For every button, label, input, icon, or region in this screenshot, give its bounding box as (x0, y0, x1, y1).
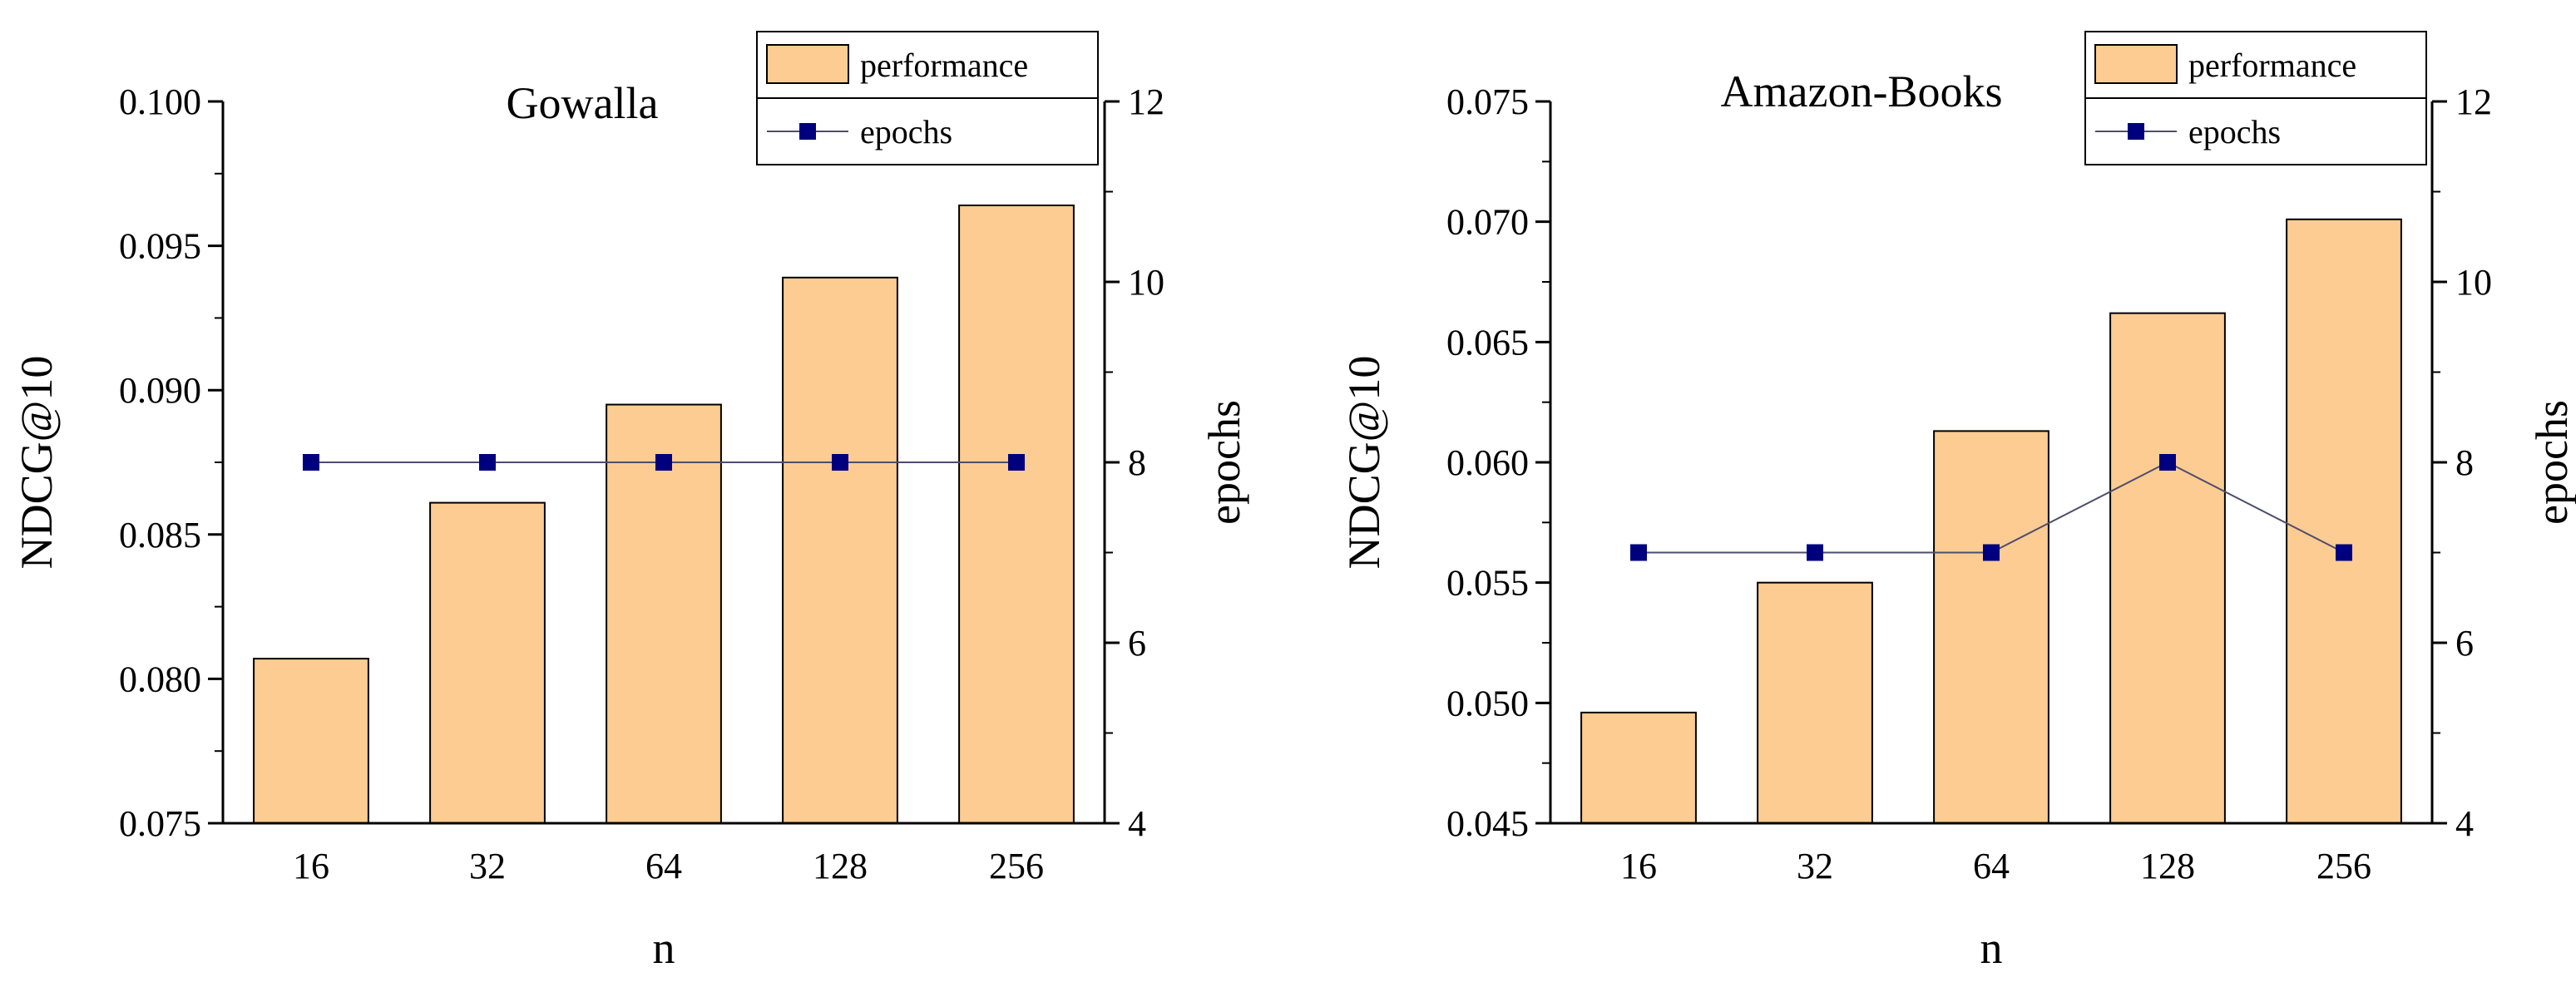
chart-title: Amazon-Books (1721, 67, 2003, 116)
marker-epochs-128 (2159, 454, 2176, 471)
legend-swatch-performance (766, 44, 849, 84)
bar-performance-128 (2109, 312, 2226, 824)
y-tick-label: 0.090 (119, 370, 201, 411)
y2-tick-label: 6 (2455, 623, 2474, 664)
chart-panel-2: 0.045 0.050 0.055 0.060 0.065 0.070 0.075 4 6 8 10… (1339, 31, 2576, 973)
y2-axis-label: epochs (1199, 400, 1249, 525)
y-axis-label: NDCG@10 (12, 356, 62, 570)
y-tick-label: 0.075 (119, 803, 201, 844)
marker-epochs-64 (655, 454, 672, 471)
y-tick-label: 0.050 (1446, 683, 1529, 723)
y-tick-label: 0.085 (119, 515, 201, 555)
legend-label-performance: performance (860, 47, 1028, 84)
bar-performance-32 (429, 501, 546, 824)
legend-label-epochs: epochs (2188, 113, 2281, 151)
x-tick-label: 64 (1973, 846, 2010, 886)
y2-tick-label: 10 (1128, 262, 1164, 303)
y-tick-label: 0.065 (1446, 322, 1529, 363)
bar-performance-64 (1933, 430, 2049, 824)
x-axis-label: n (653, 923, 675, 973)
y2-axis-label: epochs (2527, 400, 2576, 525)
y2-tick-label: 4 (1128, 803, 1146, 844)
bar-performance-32 (1757, 581, 1873, 825)
legend-swatch-epochs-marker (799, 123, 816, 140)
x-tick-label: 32 (469, 846, 506, 886)
x-tick-label: 256 (989, 846, 1044, 886)
y2-tick-label: 12 (1128, 81, 1164, 122)
y-tick-label: 0.060 (1446, 442, 1529, 483)
y-tick-label: 0.095 (119, 226, 201, 267)
legend: performance epochs (756, 31, 1099, 165)
marker-epochs-16 (303, 454, 319, 471)
chart-title: Gowalla (507, 78, 659, 128)
bar-performance-128 (782, 276, 898, 824)
y2-tick-label: 8 (1128, 442, 1146, 483)
marker-epochs-128 (832, 454, 848, 471)
bar-performance-16 (1580, 711, 1697, 825)
y2-tick-label: 10 (2455, 262, 2492, 303)
y-tick-label: 0.055 (1446, 563, 1529, 604)
x-tick-label: 128 (813, 846, 868, 886)
y2-tick-label: 8 (2455, 442, 2474, 483)
marker-epochs-64 (1983, 544, 2000, 561)
legend-label-epochs: epochs (860, 113, 952, 151)
y-tick-label: 0.075 (1446, 81, 1529, 122)
y-tick-label: 0.070 (1446, 202, 1529, 243)
y2-tick-label: 6 (1128, 623, 1146, 664)
bar-performance-256 (2286, 218, 2402, 825)
y2-tick-label: 4 (2455, 803, 2474, 844)
marker-epochs-32 (1807, 544, 1823, 561)
x-tick-label: 128 (2140, 846, 2195, 886)
marker-epochs-32 (479, 454, 496, 471)
x-tick-label: 16 (293, 846, 329, 886)
y-tick-label: 0.080 (119, 659, 201, 699)
marker-epochs-256 (1008, 454, 1025, 471)
x-axis-label: n (1980, 923, 2003, 973)
y-tick-label: 0.100 (119, 81, 201, 122)
legend-swatch-epochs-marker (2128, 123, 2144, 140)
bar-performance-256 (958, 204, 1075, 824)
bar-performance-64 (606, 403, 722, 824)
legend-swatch-performance (2094, 44, 2178, 84)
y-tick-label: 0.045 (1446, 803, 1529, 844)
x-tick-label: 256 (2316, 846, 2371, 886)
x-tick-label: 32 (1797, 846, 1833, 886)
x-tick-label: 64 (645, 846, 682, 886)
marker-epochs-256 (2336, 544, 2352, 561)
legend-label-performance: performance (2188, 47, 2356, 84)
y-axis-label: NDCG@10 (1339, 356, 1389, 570)
chart-panel-1: 0.075 0.080 0.085 0.090 0.095 0.100 4 6 8 10 12 16 3… (12, 31, 1249, 973)
legend: performance epochs (2084, 31, 2427, 165)
marker-epochs-16 (1630, 544, 1647, 561)
x-tick-label: 16 (1620, 846, 1657, 886)
bar-performance-16 (253, 658, 369, 825)
y2-tick-label: 12 (2455, 81, 2492, 122)
